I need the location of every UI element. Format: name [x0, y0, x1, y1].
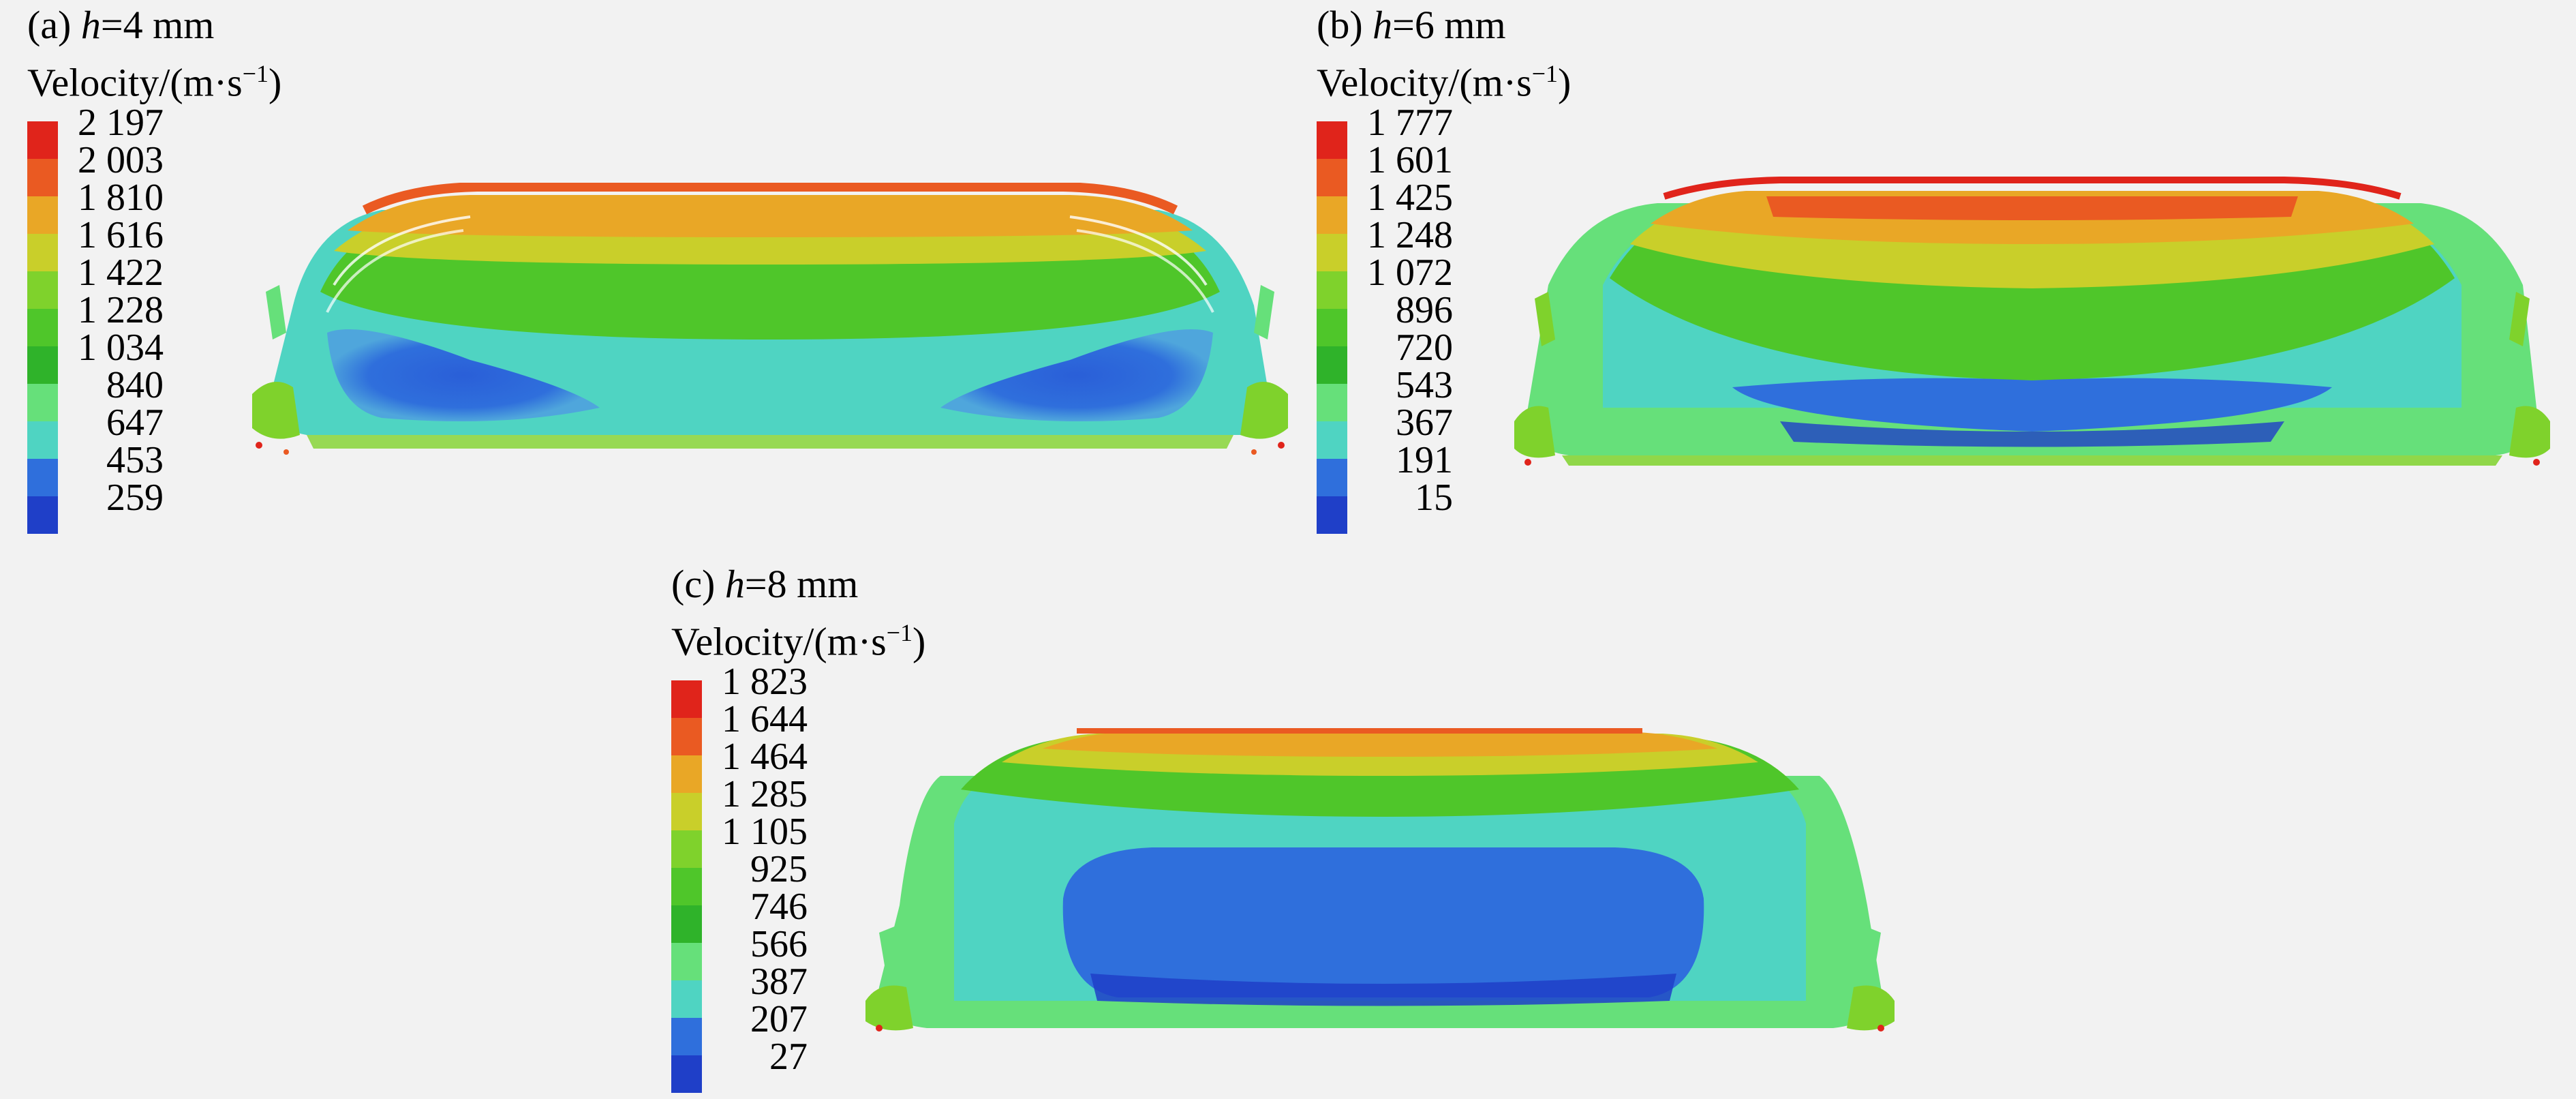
color-swatch: [671, 830, 702, 868]
color-swatch: [1317, 121, 1347, 159]
scale-tick-label: 1 228: [78, 289, 164, 331]
scale-tick-label: 1 616: [78, 214, 164, 256]
scale-tick-label: 647: [106, 402, 164, 444]
scale-tick-label: 1 823: [722, 661, 808, 703]
scale-tick-label: 720: [1396, 327, 1453, 369]
panel-c-legend-title: Velocity/(m·s−1): [671, 619, 926, 664]
color-swatch: [27, 271, 58, 309]
scale-tick-label: 1 034: [78, 327, 164, 369]
color-swatch: [1317, 496, 1347, 534]
scale-tick-label: 1 425: [1367, 177, 1453, 219]
panel-b: (b) h=6 mm Velocity/(m·s−1) 1 777 1 601 1 …: [1317, 5, 2557, 537]
scale-tick-label: 1 810: [78, 177, 164, 219]
color-swatch: [671, 680, 702, 718]
color-swatch: [27, 234, 58, 271]
scale-tick-label: 2 197: [78, 102, 164, 144]
scale-tick-label: 896: [1396, 289, 1453, 331]
color-swatch: [1317, 421, 1347, 459]
panel-b-label: (b) h=6 mm: [1317, 3, 1506, 47]
color-swatch: [27, 496, 58, 534]
panel-a-legend-title: Velocity/(m·s−1): [27, 60, 282, 105]
color-swatch: [27, 309, 58, 346]
scale-tick-label: 27: [769, 1036, 808, 1078]
panel-c-contour-svg: [865, 728, 1895, 1032]
color-swatch: [1317, 309, 1347, 346]
panel-b-contour-svg: [1514, 177, 2550, 466]
color-swatch: [27, 346, 58, 384]
scale-tick-label: 387: [750, 961, 808, 1003]
panel-a-label: (a) h=4 mm: [27, 3, 215, 47]
color-swatch: [27, 421, 58, 459]
scale-tick-label: 453: [106, 439, 164, 481]
color-swatch: [1317, 271, 1347, 309]
panel-c-label: (c) h=8 mm: [671, 562, 859, 606]
scale-tick-label: 1 777: [1367, 102, 1453, 144]
scale-tick-label: 1 072: [1367, 252, 1453, 294]
color-swatch: [1317, 196, 1347, 234]
scale-tick-label: 1 285: [722, 773, 808, 815]
scale-tick-label: 1 248: [1367, 214, 1453, 256]
panel-c-color-scale: 1 823 1 644 1 464 1 285 1 105 925 746 566 387 207…: [671, 663, 808, 1093]
scale-tick-label: 1 644: [722, 698, 808, 740]
scale-tick-label: 1 464: [722, 736, 808, 778]
panel-b-legend-title: Velocity/(m·s−1): [1317, 60, 1571, 105]
color-swatch: [27, 384, 58, 421]
color-swatch: [1317, 159, 1347, 196]
panel-a-color-scale: 2 197 2 003 1 810 1 616 1 422 1 228 1 034 840 64…: [27, 104, 164, 534]
scale-tick-label: 543: [1396, 364, 1453, 406]
scale-tick-label: 1 105: [722, 811, 808, 853]
color-swatch: [27, 159, 58, 196]
color-swatch: [27, 121, 58, 159]
panel-b-color-scale: 1 777 1 601 1 425 1 248 1 072 896 720 543 367 191…: [1317, 104, 1453, 534]
color-swatch: [27, 196, 58, 234]
scale-tick-label: 1 601: [1367, 139, 1453, 181]
panel-a-contour-svg: [252, 183, 1288, 455]
scale-tick-label: 2 003: [78, 139, 164, 181]
panel-a: (a) h=4 mm Velocity/(m·s−1) 2 197 2 003 1 …: [27, 5, 1295, 537]
color-swatch: [671, 943, 702, 980]
color-swatch: [671, 905, 702, 943]
panel-a-velocity-contour: [245, 183, 1295, 469]
color-swatch: [27, 459, 58, 496]
panel-c-velocity-contour: [865, 728, 1901, 1035]
scale-tick-label: 925: [750, 848, 808, 890]
scale-tick-label: 1 422: [78, 252, 164, 294]
scale-tick-label: 566: [750, 923, 808, 965]
panel-c: (c) h=8 mm Velocity/(m·s−1) 1 823 1 644 1 …: [671, 564, 1925, 1096]
color-swatch: [1317, 459, 1347, 496]
scale-tick-label: 191: [1396, 439, 1453, 481]
panel-b-velocity-contour: [1507, 176, 2557, 476]
scale-tick-label: 207: [750, 998, 808, 1040]
color-swatch: [1317, 346, 1347, 384]
scale-tick-label: 259: [106, 477, 164, 519]
color-swatch: [671, 718, 702, 755]
color-swatch: [671, 1055, 702, 1093]
scale-tick-label: 367: [1396, 402, 1453, 444]
color-swatch: [671, 980, 702, 1018]
color-swatch: [671, 755, 702, 793]
color-swatch: [1317, 384, 1347, 421]
scale-tick-label: 746: [750, 886, 808, 928]
scale-tick-label: 15: [1415, 477, 1453, 519]
color-swatch: [671, 793, 702, 830]
color-swatch: [1317, 234, 1347, 271]
color-swatch: [671, 1018, 702, 1055]
color-swatch: [671, 868, 702, 905]
scale-tick-label: 840: [106, 364, 164, 406]
